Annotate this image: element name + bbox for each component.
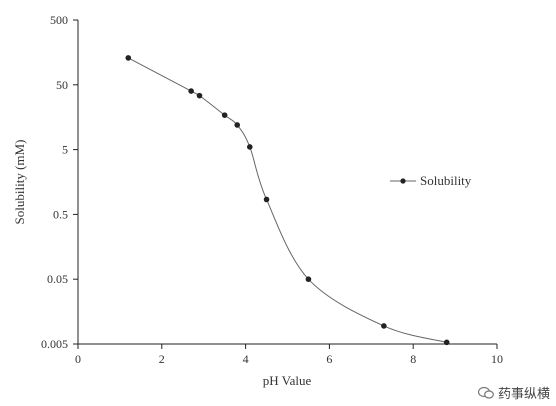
y-tick-label: 0.5: [53, 207, 68, 221]
x-tick-label: 2: [159, 352, 165, 366]
legend-label-solubility: Solubility: [420, 173, 472, 188]
data-points: [125, 55, 450, 346]
x-tick-label: 10: [491, 352, 503, 366]
data-point: [221, 112, 228, 118]
watermark-text: 药事纵横: [497, 387, 550, 402]
axes: [77, 20, 497, 345]
data-point: [263, 196, 270, 203]
y-tick-label: 5: [62, 143, 68, 157]
data-point: [443, 339, 450, 346]
data-point: [196, 92, 203, 99]
x-tick-label: 4: [243, 352, 249, 366]
data-point: [381, 323, 387, 329]
data-point: [234, 122, 241, 128]
y-axis-title: Solubility (mM): [12, 140, 27, 225]
x-axis-title: pH Value: [263, 373, 312, 388]
legend: Solubility: [390, 173, 472, 188]
data-point: [188, 88, 194, 94]
y-tick-label: 0.05: [47, 272, 68, 286]
x-tick-label: 8: [410, 352, 416, 366]
y-tick-label: 500: [50, 13, 68, 27]
data-point: [246, 144, 253, 150]
x-tick-label: 6: [326, 352, 332, 366]
y-tick-label: 50: [56, 78, 68, 92]
y-tick-label: 0.005: [41, 337, 68, 351]
y-ticks: 0.005 0.05 0.5 5 50 500: [41, 13, 78, 351]
data-point: [305, 276, 312, 283]
legend-marker: [400, 178, 406, 184]
x-ticks: 0 2 4 6 8 10: [75, 344, 503, 366]
watermark: 药事纵横: [477, 383, 550, 402]
data-point: [125, 55, 132, 61]
series-line-solubility: [128, 57, 447, 343]
wechat-icon: [477, 386, 494, 400]
x-tick-label: 0: [75, 352, 81, 366]
